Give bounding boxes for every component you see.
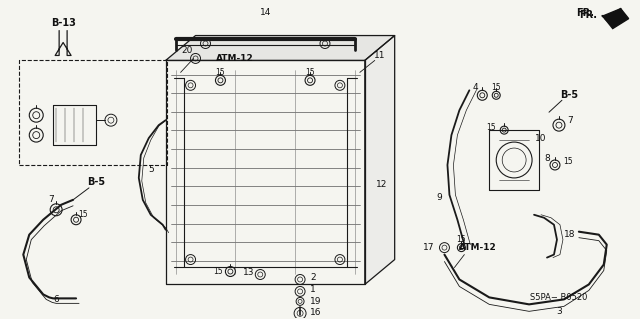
Text: 20: 20 <box>181 46 193 55</box>
Text: 15: 15 <box>456 235 466 244</box>
Text: 5: 5 <box>148 166 154 174</box>
Text: B-5: B-5 <box>560 90 578 100</box>
Text: 19: 19 <box>310 297 321 306</box>
Text: 10: 10 <box>535 134 547 143</box>
Text: 11: 11 <box>374 51 385 60</box>
Text: 13: 13 <box>243 268 254 277</box>
Text: 18: 18 <box>564 230 575 239</box>
Text: ATM-12: ATM-12 <box>216 54 253 63</box>
Bar <box>19 60 166 165</box>
Text: 15: 15 <box>305 68 315 77</box>
Text: 1: 1 <box>310 285 316 294</box>
Text: 7: 7 <box>567 116 573 125</box>
Text: B-13: B-13 <box>51 18 76 28</box>
Text: 14: 14 <box>260 8 271 17</box>
Text: 15: 15 <box>216 68 225 77</box>
Text: 12: 12 <box>376 180 387 189</box>
Text: B-5: B-5 <box>87 177 105 187</box>
Polygon shape <box>605 9 628 29</box>
Text: 15: 15 <box>486 122 496 132</box>
Text: 2: 2 <box>310 273 316 282</box>
Text: 17: 17 <box>423 243 435 252</box>
Polygon shape <box>602 9 623 23</box>
Text: 15: 15 <box>492 83 501 92</box>
Text: 15: 15 <box>563 158 573 167</box>
Text: 7: 7 <box>48 195 54 204</box>
Text: ATM-12: ATM-12 <box>460 243 497 252</box>
Text: 6: 6 <box>53 295 59 304</box>
Text: 8: 8 <box>544 153 550 162</box>
Polygon shape <box>166 35 395 60</box>
Text: 15: 15 <box>213 267 223 276</box>
Text: 3: 3 <box>556 307 562 316</box>
Text: 4: 4 <box>472 83 478 92</box>
Text: 16: 16 <box>310 308 321 317</box>
Text: S5PA− B0520: S5PA− B0520 <box>531 293 588 302</box>
Text: FR.: FR. <box>579 10 596 20</box>
Text: 15: 15 <box>78 210 88 219</box>
Text: 9: 9 <box>436 193 442 202</box>
Polygon shape <box>365 35 395 285</box>
Text: FR.: FR. <box>576 8 594 18</box>
